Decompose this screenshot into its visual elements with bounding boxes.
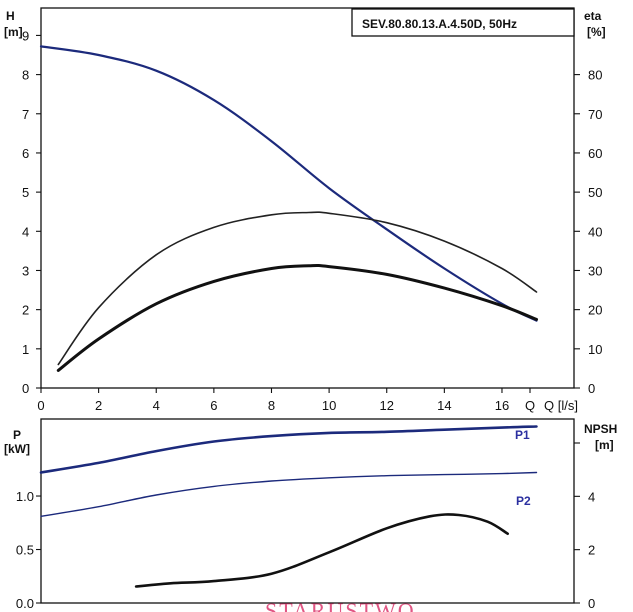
h-tick-label: 7 <box>22 107 29 122</box>
q-tick-label: 6 <box>210 398 217 413</box>
eta-axis-unit: [%] <box>587 25 606 39</box>
npsh-axis-unit: [m] <box>595 438 614 452</box>
bottom-ticks: 0.0 0.5 1.0 0 2 4 <box>16 442 595 611</box>
eta-axis-label: eta <box>584 9 602 23</box>
series-label-p2: P2 <box>516 494 531 508</box>
eta-tick-label: 0 <box>588 381 595 396</box>
h-tick-label: 3 <box>22 263 29 278</box>
bottom-plot-frame <box>40 418 575 604</box>
model-label-box <box>351 8 575 37</box>
p-tick-label: 0.5 <box>16 543 34 558</box>
eta-tick-label: 40 <box>588 224 602 239</box>
curve-H <box>39 45 538 322</box>
h-tick-label: 9 <box>22 28 29 43</box>
eta-tick-label: 70 <box>588 107 602 122</box>
p-axis-label: P <box>13 428 21 442</box>
curve-NPSH <box>134 513 509 588</box>
p-tick-label: 0.0 <box>16 596 34 611</box>
top-plot-frame <box>40 7 575 389</box>
curve-P2 <box>40 471 538 517</box>
h-tick-label: 2 <box>22 303 29 318</box>
npsh-tick-label: 2 <box>588 543 595 558</box>
eta-tick-label: 50 <box>588 185 602 200</box>
q-tick-label: 14 <box>437 398 451 413</box>
npsh-tick-label: 0 <box>588 596 595 611</box>
h-axis-label: H <box>6 9 15 23</box>
bottom-curves <box>39 425 538 588</box>
h-tick-label: 8 <box>22 68 29 83</box>
curve-eta1 <box>57 211 538 366</box>
bottom-plot: P [kW] NPSH [m] 0.0 0.5 1.0 0 2 4 P1 P2 <box>4 418 617 611</box>
h-tick-label: 0 <box>22 381 29 396</box>
q-axis-unit: Q [l/s] <box>544 398 578 413</box>
h-tick-label: 1 <box>22 342 29 357</box>
series-label-p1: P1 <box>515 428 530 442</box>
eta-tick-label: 60 <box>588 146 602 161</box>
eta-tick-label: 20 <box>588 303 602 318</box>
eta-tick-label: 10 <box>588 342 602 357</box>
h-axis-unit: [m] <box>4 25 23 39</box>
q-tick-label: 4 <box>153 398 160 413</box>
q-tick-label: 0 <box>37 398 44 413</box>
q-tick-label: 2 <box>95 398 102 413</box>
curve-eta2 <box>56 263 538 372</box>
q-tick-label: 16 <box>495 398 509 413</box>
p-axis-unit: [kW] <box>4 442 30 456</box>
q-tick-label: Q <box>525 398 535 413</box>
top-plot: SEV.80.80.13.A.4.50D, 50Hz H [m] eta [%]… <box>4 7 606 413</box>
q-tick-label: 8 <box>268 398 275 413</box>
h-tick-label: 6 <box>22 146 29 161</box>
h-tick-label: 5 <box>22 185 29 200</box>
npsh-tick-label: 4 <box>588 489 595 504</box>
q-tick-label: 12 <box>379 398 393 413</box>
q-tick-label: 10 <box>322 398 336 413</box>
eta-tick-label: 30 <box>588 263 602 278</box>
p-tick-label: 1.0 <box>16 489 34 504</box>
top-curves <box>39 45 538 372</box>
curve-P1 <box>39 425 538 474</box>
model-label: SEV.80.80.13.A.4.50D, 50Hz <box>362 17 517 31</box>
stamp-text: STARUSTWO <box>265 598 416 612</box>
h-tick-label: 4 <box>22 224 29 239</box>
eta-tick-label: 80 <box>588 68 602 83</box>
npsh-axis-label: NPSH <box>584 422 617 436</box>
